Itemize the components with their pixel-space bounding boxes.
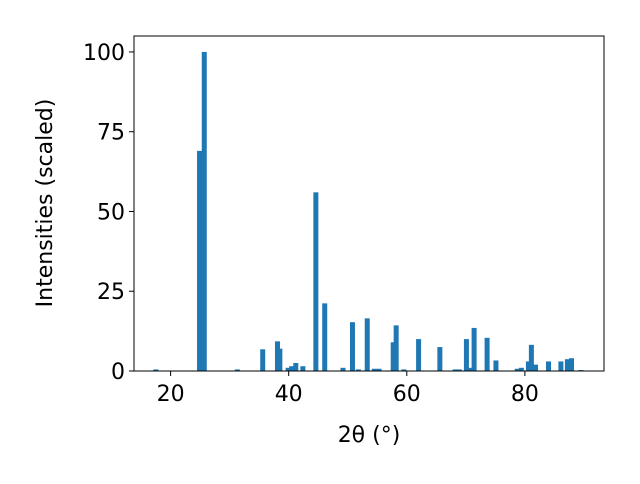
y-tick-label: 75	[97, 121, 125, 146]
bar	[471, 327, 477, 371]
bar	[371, 368, 377, 371]
bar	[456, 369, 462, 371]
y-tick-label: 25	[97, 280, 125, 305]
bar	[300, 366, 306, 371]
bar	[416, 339, 422, 371]
bar	[289, 366, 295, 371]
bar	[364, 318, 370, 371]
bar	[197, 150, 203, 371]
bar	[234, 369, 240, 371]
bar	[437, 347, 443, 371]
bar	[349, 322, 355, 371]
bar	[514, 368, 520, 371]
y-tick-label: 0	[111, 360, 125, 385]
bar	[518, 367, 524, 371]
bar	[525, 361, 531, 371]
bar	[493, 360, 499, 371]
bar	[322, 303, 328, 371]
bar	[393, 325, 399, 371]
bar	[401, 369, 407, 371]
bar	[313, 192, 319, 371]
bar	[452, 369, 458, 371]
bar	[376, 368, 382, 371]
bar	[533, 364, 539, 371]
x-tick-label: 80	[511, 382, 539, 407]
bar	[463, 339, 469, 371]
bar	[355, 369, 361, 371]
x-tick-label: 40	[275, 382, 303, 407]
bar	[528, 344, 534, 371]
x-tick-label: 20	[157, 382, 185, 407]
bar	[201, 51, 207, 371]
bar	[569, 358, 575, 371]
bar	[468, 367, 474, 371]
y-tick-label: 100	[83, 41, 125, 66]
bar	[340, 367, 346, 371]
bar	[285, 367, 291, 371]
bar	[558, 361, 564, 371]
bar	[545, 361, 551, 371]
y-axis-label: Intensities (scaled)	[33, 99, 58, 308]
x-axis-label: 2θ (°)	[338, 423, 401, 448]
bar	[293, 363, 299, 371]
bar	[484, 337, 490, 371]
bar	[390, 342, 396, 371]
bar	[260, 349, 266, 371]
plot-frame	[133, 35, 605, 372]
bar	[277, 348, 283, 371]
bar	[153, 369, 159, 371]
y-tick-label: 50	[97, 200, 125, 225]
bar	[564, 359, 570, 371]
x-tick-label: 60	[393, 382, 421, 407]
